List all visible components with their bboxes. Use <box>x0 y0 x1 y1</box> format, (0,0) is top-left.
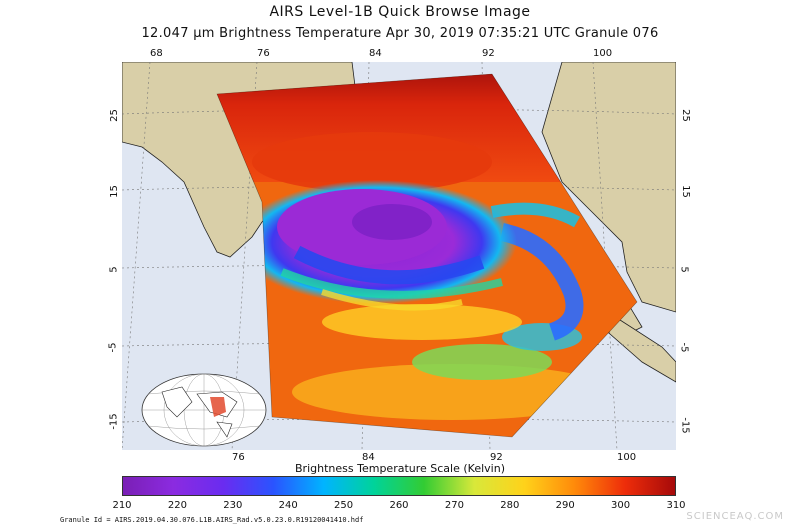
image-subtitle: 12.047 µm Brightness Temperature Apr 30,… <box>141 26 659 41</box>
indochina-landmass <box>541 62 676 313</box>
colorbar-tick-300: 300 <box>611 500 631 511</box>
bottom-lon-label-92: 92 <box>490 452 503 463</box>
top-lon-label-68: 68 <box>150 48 163 59</box>
bottom-lon-label-100: 100 <box>617 452 637 463</box>
watermark: SCIENCEAQ.COM <box>686 511 784 522</box>
colorbar-tick-220: 220 <box>167 500 187 511</box>
inset-globe <box>141 373 267 447</box>
left-lat-label-neg5: -5 <box>107 342 119 353</box>
top-lon-label-76: 76 <box>257 48 270 59</box>
left-lat-label-5: 5 <box>108 266 120 273</box>
colorbar-tick-250: 250 <box>334 500 354 511</box>
colorbar-tick-290: 290 <box>555 500 575 511</box>
bottom-lon-label-84: 84 <box>362 452 375 463</box>
right-lat-label-25: 25 <box>679 109 691 122</box>
image-title: AIRS Level-1B Quick Browse Image <box>269 4 531 20</box>
top-lon-label-84: 84 <box>369 48 382 59</box>
brightness-temperature-map <box>122 62 676 450</box>
colorbar-tick-260: 260 <box>389 500 409 511</box>
temperature-colorbar <box>122 476 676 496</box>
granule-id: Granule Id = AIRS.2019.04.30.076.L1B.AIR… <box>60 516 364 524</box>
colorbar-tick-270: 270 <box>444 500 464 511</box>
right-lat-label-neg5: -5 <box>678 342 690 353</box>
top-lon-label-100: 100 <box>593 48 613 59</box>
top-lon-label-92: 92 <box>482 48 495 59</box>
colorbar-tick-310: 310 <box>666 500 686 511</box>
colorbar-tick-280: 280 <box>500 500 520 511</box>
left-lat-label-15: 15 <box>108 185 120 198</box>
airs-swath <box>217 74 637 437</box>
bottom-lon-label-76: 76 <box>232 452 245 463</box>
right-lat-label-5: 5 <box>678 266 690 273</box>
left-lat-label-25: 25 <box>108 109 120 122</box>
left-lat-label-neg15: -15 <box>108 413 120 430</box>
right-lat-label-neg15: -15 <box>679 417 691 434</box>
colorbar-tick-210: 210 <box>112 500 132 511</box>
colorbar-tick-240: 240 <box>278 500 298 511</box>
colorbar-tick-230: 230 <box>223 500 243 511</box>
colorbar-title: Brightness Temperature Scale (Kelvin) <box>295 462 505 475</box>
right-lat-label-15: 15 <box>679 185 691 198</box>
